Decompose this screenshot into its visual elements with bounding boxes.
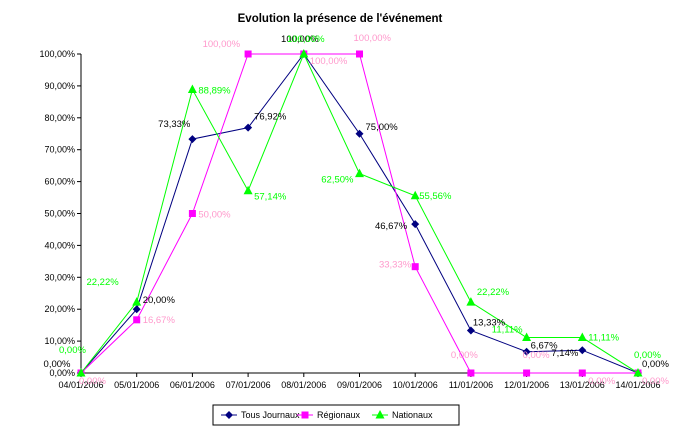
data-point-tous-journaux (522, 347, 531, 356)
data-label-tous-journaux: 76,92% (254, 112, 287, 123)
data-point-tous-journaux (578, 346, 587, 355)
data-point-regionaux (133, 316, 141, 324)
y-tick-label: 100,00% (39, 49, 75, 59)
data-point-tous-journaux (132, 305, 141, 314)
data-label-nationaux: 55,56% (419, 191, 452, 202)
legend-label-regionaux: Régionaux (317, 410, 361, 420)
legend-marker-nationaux (375, 410, 385, 419)
data-point-nationaux (355, 168, 364, 178)
data-label-regionaux: 0,00% (523, 350, 550, 361)
data-point-nationaux (522, 332, 532, 342)
data-point-tous-journaux (355, 129, 364, 138)
data-point-nationaux (466, 297, 476, 306)
data-label-tous-journaux: 20,00% (143, 295, 176, 306)
y-tick-label: 80,00% (44, 113, 75, 123)
x-tick-label: 11/01/2006 (449, 380, 493, 390)
data-label-tous-journaux: 46,67% (375, 221, 408, 232)
y-tick-label: 90,00% (44, 81, 75, 91)
data-label-regionaux: 50,00% (198, 210, 231, 221)
data-label-tous-journaux: 73,33% (158, 119, 191, 130)
series-nationaux (76, 49, 643, 377)
data-label-regionaux: 100,00% (203, 39, 241, 50)
x-tick-label: 06/01/2006 (170, 380, 215, 390)
data-point-nationaux (243, 185, 253, 195)
axes: 0,00%10,00%20,00%30,00%40,00%50,00%60,00… (39, 49, 660, 390)
data-label-regionaux: 33,33% (379, 260, 412, 271)
data-labels: 0,00% 20,00% 73,33% 76,92% 100,00% 75,00% 46,6… (44, 33, 670, 387)
data-label-nationaux: 57,14% (254, 192, 287, 203)
y-tick-label: 20,00% (44, 304, 75, 314)
y-tick-label: 70,00% (44, 145, 75, 155)
data-label-tous-journaux: 75,00% (366, 122, 399, 133)
data-label-nationaux: 88,89% (198, 85, 231, 96)
data-label-nationaux: 11,11% (588, 333, 619, 344)
data-label-tous-journaux: 6,67% (531, 341, 558, 352)
data-label-regionaux: 16,67% (143, 315, 176, 326)
legend-label-nationaux: Nationaux (392, 410, 433, 420)
data-point-nationaux (577, 332, 587, 342)
x-tick-label: 08/01/2006 (281, 380, 326, 390)
data-point-nationaux (633, 368, 643, 377)
data-point-nationaux (187, 84, 197, 93)
data-point-regionaux (467, 369, 475, 377)
series-layer (76, 49, 643, 377)
data-label-regionaux: 100,00% (354, 33, 392, 44)
x-tick-label: 05/01/2006 (114, 380, 159, 390)
data-label-nationaux: 22,22% (86, 277, 119, 288)
x-tick-label: 13/01/2006 (560, 380, 605, 390)
y-tick-label: 10,00% (44, 336, 75, 346)
data-label-nationaux: 100,00% (287, 34, 325, 45)
y-tick-label: 0,00% (49, 368, 75, 378)
data-label-nationaux: 11,11% (492, 325, 523, 336)
legend-marker-regionaux (301, 411, 309, 419)
data-point-regionaux (356, 50, 363, 58)
data-label-tous-journaux: 0,00% (642, 359, 669, 370)
legend-marker-tous-journaux (225, 411, 233, 419)
data-point-nationaux (76, 368, 86, 377)
data-label-regionaux: 0,00% (642, 376, 669, 387)
y-tick-label: 40,00% (44, 240, 75, 250)
data-label-regionaux: 0,00% (588, 376, 615, 387)
data-point-nationaux (132, 297, 142, 306)
data-point-regionaux (244, 50, 252, 58)
data-label-regionaux: 100,00% (310, 56, 348, 67)
data-point-nationaux (299, 49, 309, 58)
data-label-tous-journaux: 100,00% (281, 34, 319, 45)
data-point-nationaux (410, 190, 420, 200)
x-tick-label: 07/01/2006 (226, 380, 271, 390)
legend-label-tous-journaux: Tous Journaux (241, 410, 300, 420)
data-label-tous-journaux: 13,33% (473, 317, 506, 328)
data-point-regionaux (411, 263, 419, 271)
data-point-tous-journaux (244, 123, 253, 132)
data-point-regionaux (188, 210, 196, 217)
data-point-regionaux (523, 369, 531, 377)
x-tick-label: 14/01/2006 (615, 380, 660, 390)
series-regionaux (77, 50, 642, 377)
data-label-regionaux: 0,00% (79, 376, 106, 387)
series-tous-journaux (77, 50, 642, 377)
data-label-tous-journaux: 0,00% (44, 359, 71, 370)
data-point-tous-journaux (188, 135, 197, 144)
x-tick-label: 04/01/2006 (58, 380, 103, 390)
legend: Tous Journaux Régionaux Nationaux (212, 404, 460, 426)
y-tick-label: 30,00% (44, 272, 75, 282)
data-point-tous-journaux (466, 326, 475, 335)
data-label-regionaux: 0,00% (451, 350, 478, 361)
chart-title: Evolution la présence de l'événement (238, 13, 443, 25)
x-tick-label: 12/01/2006 (504, 380, 549, 390)
data-label-nationaux: 62,50% (321, 175, 354, 186)
data-label-nationaux: 0,00% (59, 345, 86, 356)
data-label-nationaux: 22,22% (477, 287, 510, 298)
data-label-nationaux: 0,00% (634, 350, 661, 361)
data-point-tous-journaux (411, 220, 420, 229)
x-tick-label: 09/01/2006 (337, 380, 382, 390)
data-point-regionaux (578, 369, 586, 377)
y-tick-label: 50,00% (44, 209, 75, 219)
x-tick-label: 10/01/2006 (393, 380, 438, 390)
y-tick-label: 60,00% (44, 177, 75, 187)
data-label-tous-journaux: 7,14% (551, 348, 578, 359)
legend-box (212, 404, 460, 426)
